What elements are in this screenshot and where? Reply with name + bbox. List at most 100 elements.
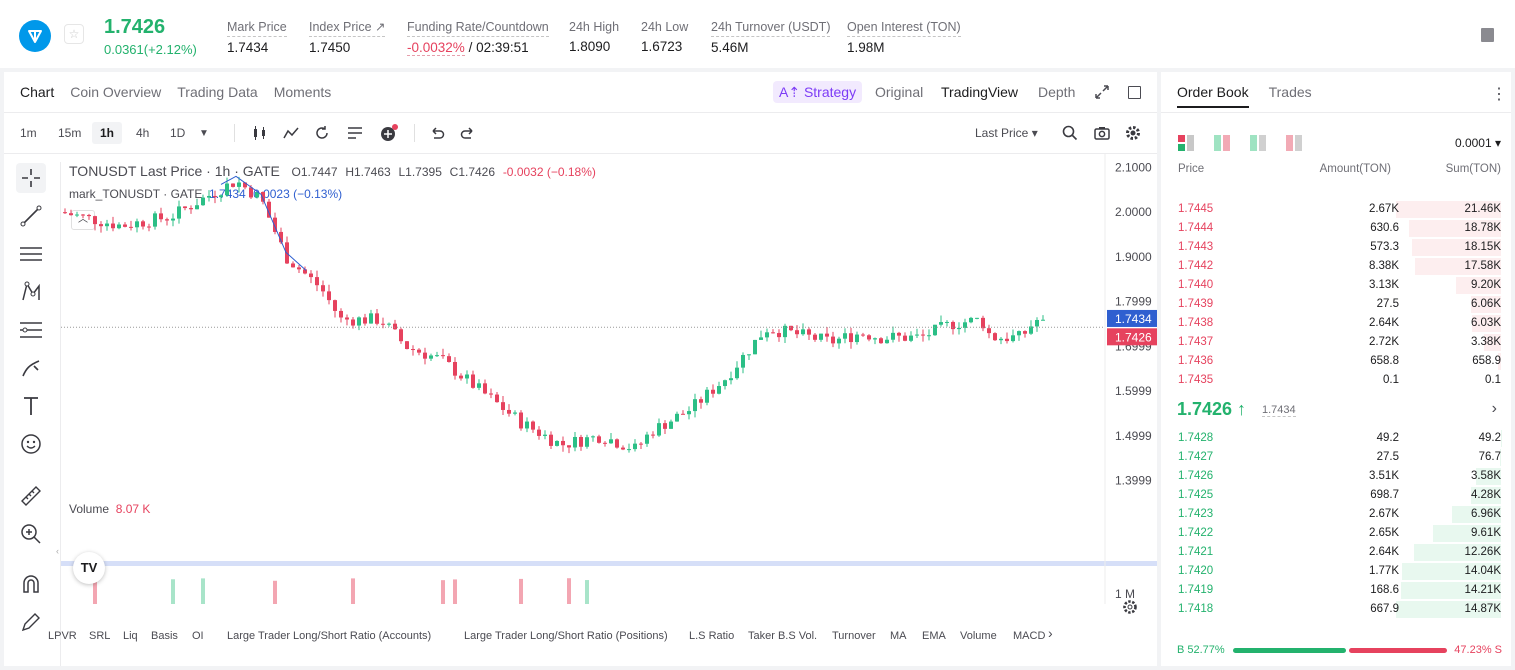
row-amount: 667.9: [1370, 603, 1399, 615]
candle-body: [807, 329, 811, 335]
timeframe-15m[interactable]: 15m: [58, 126, 82, 140]
indicator-next-icon[interactable]: ›: [1048, 625, 1053, 641]
add-indicator-icon[interactable]: [379, 123, 399, 143]
ask-row[interactable]: 1.7439 27.5 6.06K: [1161, 295, 1511, 314]
fib-icon[interactable]: [16, 315, 46, 345]
indicator-basis[interactable]: Basis: [151, 630, 178, 642]
tab-moments[interactable]: Moments: [273, 84, 332, 100]
bid-row[interactable]: 1.7423 2.67K 6.96K: [1161, 505, 1511, 524]
timeframe-1h[interactable]: 1h: [92, 122, 123, 144]
bid-row[interactable]: 1.7418 667.9 14.87K: [1161, 600, 1511, 619]
favorite-star-icon[interactable]: ☆: [64, 24, 84, 44]
book-icon[interactable]: [1481, 28, 1494, 42]
bid-row[interactable]: 1.7421 2.64K 12.26K: [1161, 543, 1511, 562]
templates-icon[interactable]: [347, 126, 363, 140]
bid-row[interactable]: 1.7419 168.6 14.21K: [1161, 581, 1511, 600]
row-price: 1.7427: [1178, 451, 1214, 463]
timeframe-4h[interactable]: 4h: [136, 126, 150, 140]
emoji-icon[interactable]: [16, 429, 46, 459]
ruler-icon[interactable]: [16, 481, 46, 511]
indicator-ma[interactable]: MA: [890, 630, 907, 642]
search-icon[interactable]: [1062, 125, 1078, 141]
indicator-taker-b-s-vol-[interactable]: Taker B.S Vol.: [748, 630, 818, 642]
camera-icon[interactable]: [1094, 126, 1110, 140]
ask-row[interactable]: 1.7444 630.6 18.78K: [1161, 219, 1511, 238]
bid-row[interactable]: 1.7425 698.7 4.28K: [1161, 486, 1511, 505]
ask-row[interactable]: 1.7445 2.67K 21.46K: [1161, 200, 1511, 219]
ask-row[interactable]: 1.7438 2.64K 6.03K: [1161, 314, 1511, 333]
depth-bar: [1412, 239, 1501, 256]
tab-tradingview[interactable]: TradingView: [941, 84, 1019, 100]
stat-open-interest: Open Interest (TON) 1.98M: [847, 18, 961, 55]
price-axis-label: 1.3999: [1115, 474, 1152, 488]
tab-coin-overview[interactable]: Coin Overview: [70, 84, 162, 100]
volume-bar: [567, 578, 571, 604]
ask-row[interactable]: 1.7443 573.3 18.15K: [1161, 238, 1511, 257]
indicator-macd[interactable]: MACD: [1013, 630, 1046, 642]
strategy-button[interactable]: A⇡ Strategy: [773, 81, 863, 103]
indicator-lpvr[interactable]: LPVR: [48, 630, 77, 642]
bid-row[interactable]: 1.7428 49.2 49.2: [1161, 429, 1511, 448]
indicators-icon[interactable]: [283, 126, 299, 140]
book-both-view-icon[interactable]: [1178, 135, 1194, 151]
tab-chart[interactable]: Chart: [20, 84, 55, 100]
row-price: 1.7428: [1178, 432, 1214, 444]
ask-row[interactable]: 1.7437 2.72K 3.38K: [1161, 333, 1511, 352]
tab-trades[interactable]: Trades: [1268, 84, 1312, 100]
redo-icon[interactable]: [460, 126, 476, 140]
window-icon[interactable]: [1128, 86, 1141, 99]
settings-gear-icon[interactable]: [1122, 599, 1138, 615]
book-bids-view-icon[interactable]: [1250, 135, 1266, 151]
brush-icon[interactable]: [16, 353, 46, 383]
indicator-volume[interactable]: Volume: [960, 630, 997, 642]
timeframe-1d[interactable]: 1D: [170, 126, 186, 140]
precision-select[interactable]: 0.0001 ▾: [1454, 136, 1501, 150]
tab-depth[interactable]: Depth: [1038, 84, 1076, 100]
stat-index-price[interactable]: Index Price ↗ 1.7450: [309, 18, 386, 55]
trend-line-icon[interactable]: [16, 201, 46, 231]
volume-axis-label: 1 M: [1115, 587, 1135, 601]
bid-row[interactable]: 1.7426 3.51K 3.58K: [1161, 467, 1511, 486]
indicator-turnover[interactable]: Turnover: [832, 630, 876, 642]
book-asks-view-icon[interactable]: [1286, 135, 1302, 151]
ask-row[interactable]: 1.7440 3.13K 9.20K: [1161, 276, 1511, 295]
chevron-right-icon[interactable]: ›: [1491, 400, 1497, 417]
candle-body: [1035, 319, 1039, 327]
undo-icon[interactable]: [429, 126, 445, 140]
indicator-oi[interactable]: OI: [192, 630, 204, 642]
bid-row[interactable]: 1.7420 1.77K 14.04K: [1161, 562, 1511, 581]
indicator-l-s-ratio[interactable]: L.S Ratio: [689, 630, 735, 642]
indicator-liq[interactable]: Liq: [123, 630, 138, 642]
zoom-in-icon[interactable]: [16, 519, 46, 549]
text-tool-icon[interactable]: [16, 391, 46, 421]
tab-order-book[interactable]: Order Book: [1177, 84, 1249, 108]
price-type-select[interactable]: Last Price ▾: [975, 126, 1038, 140]
indicator-large-trader-long-short-ratio-positions-[interactable]: Large Trader Long/Short Ratio (Positions…: [464, 630, 668, 642]
bid-row[interactable]: 1.7422 2.65K 9.61K: [1161, 524, 1511, 543]
indicator-large-trader-long-short-ratio-accounts-[interactable]: Large Trader Long/Short Ratio (Accounts): [227, 630, 432, 642]
tab-original[interactable]: Original: [875, 84, 924, 100]
pencil-lock-icon[interactable]: [16, 607, 46, 637]
book-split-view-icon[interactable]: [1214, 135, 1230, 151]
replay-icon[interactable]: [314, 125, 330, 141]
scroll-left-icon[interactable]: ‹: [56, 546, 59, 556]
timeframe-dropdown-icon[interactable]: ▼: [199, 128, 209, 139]
ask-row[interactable]: 1.7442 8.38K 17.58K: [1161, 257, 1511, 276]
indicator-srl[interactable]: SRL: [89, 630, 111, 642]
bid-row[interactable]: 1.7427 27.5 76.7: [1161, 448, 1511, 467]
ask-row[interactable]: 1.7436 658.8 658.9: [1161, 352, 1511, 371]
tab-trading-data[interactable]: Trading Data: [177, 84, 258, 100]
horizontal-lines-icon[interactable]: [16, 239, 46, 269]
timeframe-1m[interactable]: 1m: [20, 126, 37, 140]
expand-icon[interactable]: [1095, 85, 1109, 99]
more-menu-icon[interactable]: ⋮: [1491, 86, 1507, 103]
magnet-icon[interactable]: [16, 569, 46, 599]
indicator-ema[interactable]: EMA: [922, 630, 946, 642]
crosshair-icon[interactable]: [16, 163, 46, 193]
price-chart[interactable]: 2.10002.00001.90001.79991.69991.59991.49…: [61, 154, 1157, 604]
gear-icon[interactable]: [1125, 125, 1141, 141]
candle-body: [819, 333, 823, 340]
ask-row[interactable]: 1.7435 0.1 0.1: [1161, 371, 1511, 390]
pattern-icon[interactable]: [16, 277, 46, 307]
candles-icon[interactable]: [252, 126, 268, 140]
